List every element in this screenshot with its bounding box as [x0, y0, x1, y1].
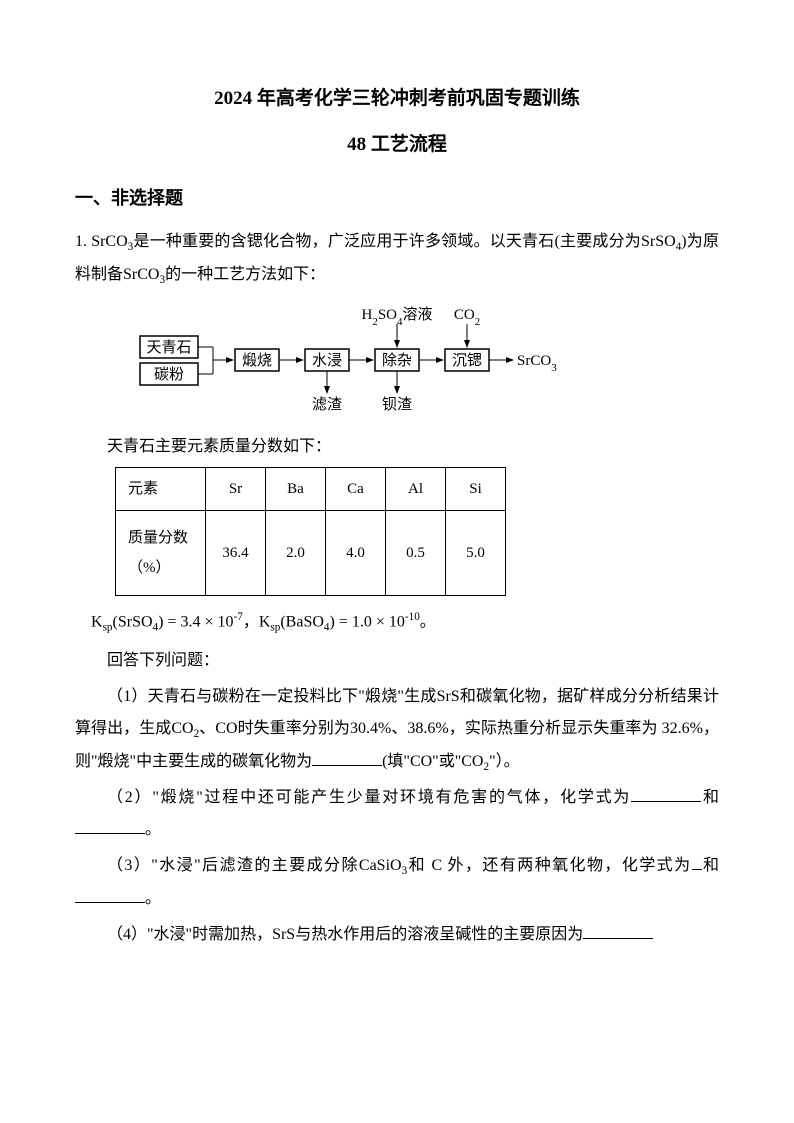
table-caption: 天青石主要元素质量分数如下： — [75, 431, 719, 463]
data-si: 5.0 — [446, 511, 506, 596]
q3-connector: 和 — [702, 857, 719, 874]
intro-text: 1. SrCO3是一种重要的含锶化合物，广泛应用于许多领域。以天青石(主要成分为… — [75, 233, 719, 283]
q2-text: （2）"煅烧"过程中还可能产生少量对环境有危害的气体，化学式为 — [107, 789, 631, 806]
step-1: 煅烧 — [242, 352, 272, 369]
main-title: 2024 年高考化学三轮冲刺考前巩固专题训练 — [75, 80, 719, 118]
flowchart-svg: 天青石 碳粉 煅烧 水浸 滤渣 H2SO4溶液 除杂 钡渣 CO2 沉锶 SrC… — [135, 301, 615, 421]
data-ca: 4.0 — [326, 511, 386, 596]
q2-blank-1[interactable] — [631, 786, 701, 802]
q3-suffix: 。 — [145, 890, 161, 907]
subtitle: 48 工艺流程 — [75, 126, 719, 164]
process-flowchart: 天青石 碳粉 煅烧 水浸 滤渣 H2SO4溶液 除杂 钡渣 CO2 沉锶 SrC… — [135, 301, 719, 421]
table-header-row: 元素 Sr Ba Ca Al Si — [116, 468, 506, 511]
q4-blank[interactable] — [583, 923, 653, 939]
output-2: 钡渣 — [382, 396, 412, 413]
data-sr: 36.4 — [206, 511, 266, 596]
data-al: 0.5 — [386, 511, 446, 596]
q2-suffix: 。 — [145, 821, 161, 838]
section-header: 一、非选择题 — [75, 180, 719, 216]
question-1: （1）天青石与碳粉在一定投料比下"煅烧"生成SrS和碳氧化物，据矿样成分分析结果… — [75, 681, 719, 778]
header-ca: Ca — [326, 468, 386, 511]
header-si: Si — [446, 468, 506, 511]
header-ba: Ba — [266, 468, 326, 511]
header-sr: Sr — [206, 468, 266, 511]
q2-blank-2[interactable] — [75, 818, 145, 834]
q3-text: （3）"水浸"后滤渣的主要成分除CaSiO3和 C 外，还有两种氧化物，化学式为 — [107, 857, 692, 874]
ksp-line: Ksp(SrSO4) = 3.4 × 10-7，Ksp(BaSO4) = 1.0… — [75, 606, 719, 639]
input-2: 碳粉 — [154, 366, 184, 383]
data-label: 质量分数（%） — [116, 511, 206, 596]
output-1: 滤渣 — [312, 396, 342, 413]
data-ba: 2.0 — [266, 511, 326, 596]
q3-blank-2[interactable] — [75, 887, 145, 903]
step-3: 除杂 — [382, 352, 412, 369]
final-product: SrCO3 — [517, 353, 557, 374]
header-label: 元素 — [116, 468, 206, 511]
composition-table: 元素 Sr Ba Ca Al Si 质量分数（%） 36.4 2.0 4.0 0… — [115, 467, 506, 596]
input-1: 天青石 — [146, 339, 191, 356]
intro-paragraph: 1. SrCO3是一种重要的含锶化合物，广泛应用于许多领域。以天青石(主要成分为… — [75, 226, 719, 291]
q2-connector: 和 — [701, 789, 719, 806]
question-4: （4）"水浸"时需加热，SrS与热水作用后的溶液呈碱性的主要原因为 — [75, 919, 719, 951]
q1-blank[interactable] — [312, 750, 382, 766]
answer-prompt: 回答下列问题： — [75, 645, 719, 677]
question-3: （3）"水浸"后滤渣的主要成分除CaSiO3和 C 外，还有两种氧化物，化学式为… — [75, 850, 719, 915]
q3-blank-1[interactable] — [692, 854, 702, 870]
q1-suffix: (填"CO"或"CO2"）。 — [382, 753, 520, 770]
step-2: 水浸 — [312, 352, 342, 369]
header-al: Al — [386, 468, 446, 511]
table-data-row: 质量分数（%） 36.4 2.0 4.0 0.5 5.0 — [116, 511, 506, 596]
question-2: （2）"煅烧"过程中还可能产生少量对环境有危害的气体，化学式为 和。 — [75, 782, 719, 846]
q4-text: （4）"水浸"时需加热，SrS与热水作用后的溶液呈碱性的主要原因为 — [107, 926, 583, 943]
step-4: 沉锶 — [452, 352, 482, 369]
